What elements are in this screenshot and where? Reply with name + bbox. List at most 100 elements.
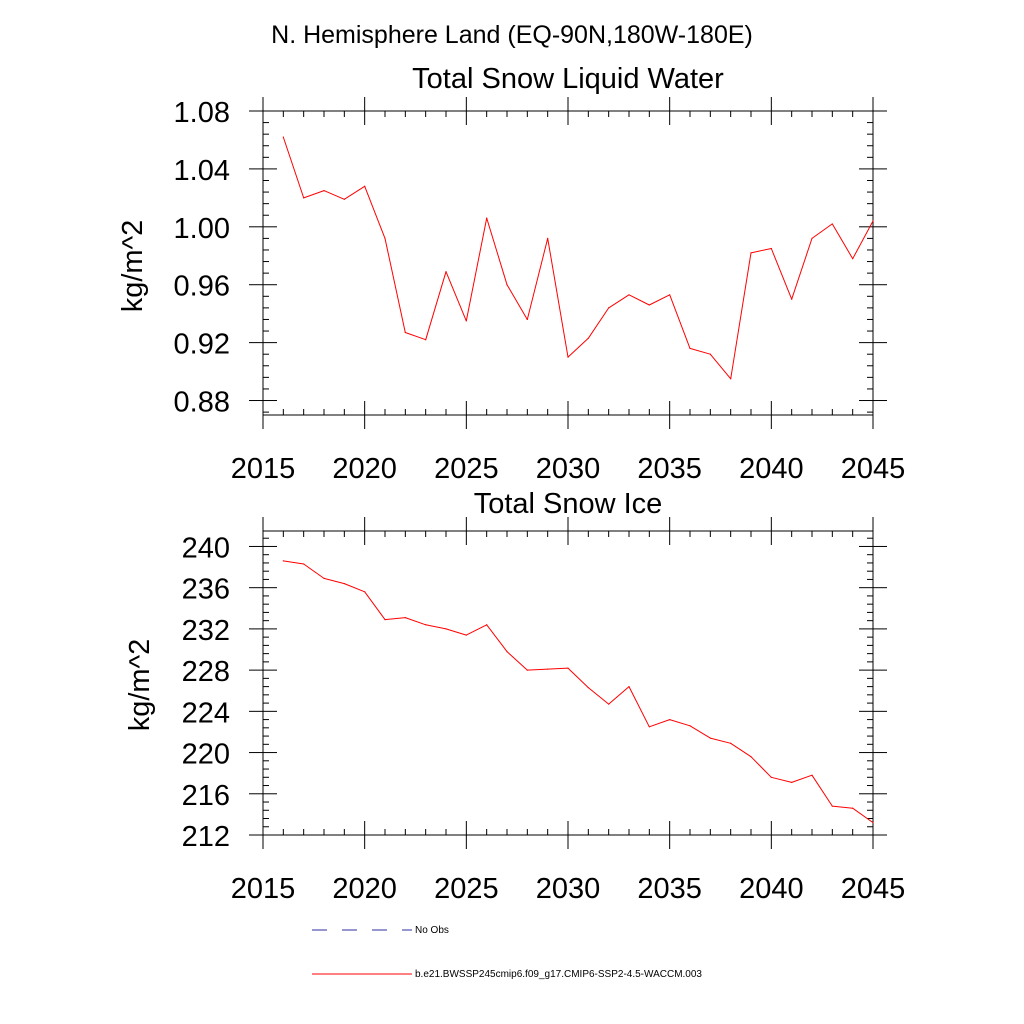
- y-tick-label: 212: [182, 821, 230, 853]
- data-point: [567, 356, 569, 358]
- data-point: [587, 337, 589, 339]
- y-ticks: 0.88 0.92 0.96 1.00 1.04 1.08: [174, 97, 887, 419]
- series-points: [282, 136, 874, 380]
- x-tick-label: 2040: [739, 453, 804, 485]
- data-point: [323, 577, 325, 580]
- data-point: [404, 331, 406, 334]
- data-point: [648, 726, 650, 728]
- x-tick-label: 2025: [434, 873, 499, 905]
- x-ticks: 2015 2020 2025 2030 2035 2040 2045: [231, 517, 906, 905]
- data-point: [872, 220, 874, 222]
- data-point: [750, 252, 752, 254]
- y-tick-label: 228: [182, 656, 230, 688]
- data-point: [567, 667, 569, 669]
- data-point: [831, 223, 833, 225]
- data-point: [506, 284, 508, 286]
- data-point: [791, 781, 793, 784]
- data-point: [526, 669, 528, 671]
- chart-title: Total Snow Liquid Water: [412, 63, 724, 95]
- panel-snow-liquid-water: Total Snow Liquid Water kg/m^2 2015 2020 2…: [117, 63, 905, 485]
- x-tick-label: 2020: [332, 453, 397, 485]
- x-tick-label: 2025: [434, 453, 499, 485]
- data-point: [404, 616, 406, 619]
- y-ticks: 212 216 220 224 228 232 236 240: [182, 532, 887, 853]
- x-ticks: 2015 2020 2025 2030 2035 2040 2045: [231, 97, 906, 485]
- y-tick-label: 1.00: [174, 213, 230, 245]
- x-tick-label: 2015: [231, 873, 296, 905]
- x-tick-label: 2045: [841, 873, 906, 905]
- x-tick-label: 2035: [637, 453, 702, 485]
- data-point: [547, 237, 549, 239]
- legend-label-model: b.e21.BWSSP245cmip6.f09_g17.CMIP6-SSP2-4…: [415, 969, 702, 980]
- y-tick-label: 220: [182, 739, 230, 771]
- plot-frame: [262, 110, 874, 416]
- data-point: [425, 624, 427, 626]
- data-point: [445, 628, 447, 630]
- data-point: [425, 339, 427, 341]
- x-tick-label: 2020: [332, 873, 397, 905]
- data-point: [709, 737, 711, 739]
- series-line: [283, 560, 874, 824]
- data-point: [689, 347, 691, 350]
- x-tick-label: 2040: [739, 873, 804, 905]
- data-point: [872, 822, 874, 824]
- data-point: [384, 619, 386, 621]
- plot-frame: [262, 530, 874, 836]
- data-point: [669, 294, 671, 296]
- x-tick-label: 2030: [536, 453, 601, 485]
- data-point: [323, 190, 325, 192]
- y-tick-label: 224: [182, 697, 230, 729]
- data-point: [811, 237, 813, 239]
- data-point: [628, 294, 630, 296]
- y-tick-label: 1.08: [174, 97, 230, 129]
- data-point: [506, 650, 508, 653]
- data-point: [587, 687, 589, 689]
- data-point: [364, 591, 366, 593]
- data-point: [547, 668, 549, 670]
- data-point: [303, 197, 305, 199]
- data-point: [282, 136, 284, 138]
- data-point: [628, 686, 630, 688]
- data-point: [343, 582, 345, 585]
- data-point: [445, 271, 447, 273]
- data-point: [709, 353, 711, 355]
- data-point: [852, 807, 854, 809]
- data-point: [791, 298, 793, 300]
- y-tick-label: 240: [182, 532, 230, 564]
- series-line: [282, 136, 874, 380]
- data-point: [730, 742, 732, 744]
- data-point: [669, 718, 671, 721]
- x-tick-label: 2015: [231, 453, 296, 485]
- x-tick-label: 2045: [841, 453, 906, 485]
- data-point: [831, 805, 833, 807]
- data-point: [811, 774, 813, 776]
- figure-title: N. Hemisphere Land (EQ-90N,180W-180E): [271, 21, 753, 49]
- data-point: [465, 634, 467, 636]
- data-point: [303, 563, 305, 565]
- data-point: [770, 776, 772, 778]
- y-tick-label: 0.88: [174, 387, 230, 419]
- y-axis-label: kg/m^2: [117, 220, 149, 313]
- y-axis-label: kg/m^2: [124, 639, 156, 732]
- data-point: [526, 318, 528, 321]
- y-tick-label: 216: [182, 780, 230, 812]
- data-point: [689, 725, 691, 727]
- chart-title: Total Snow Ice: [474, 488, 663, 520]
- x-tick-label: 2035: [637, 873, 702, 905]
- data-point: [364, 185, 366, 187]
- series-points: [282, 560, 874, 824]
- y-tick-label: 232: [182, 615, 230, 647]
- data-point: [852, 258, 854, 260]
- x-tick-label: 2030: [536, 873, 601, 905]
- data-point: [608, 703, 610, 705]
- data-point: [608, 307, 610, 309]
- legend: No Obs b.e21.BWSSP245cmip6.f09_g17.CMIP6…: [312, 925, 702, 980]
- data-point: [730, 378, 732, 380]
- data-point: [648, 304, 650, 306]
- data-point: [750, 756, 752, 758]
- data-point: [770, 247, 772, 250]
- data-point: [486, 624, 488, 626]
- y-tick-label: 0.96: [174, 271, 230, 303]
- data-point: [282, 560, 284, 562]
